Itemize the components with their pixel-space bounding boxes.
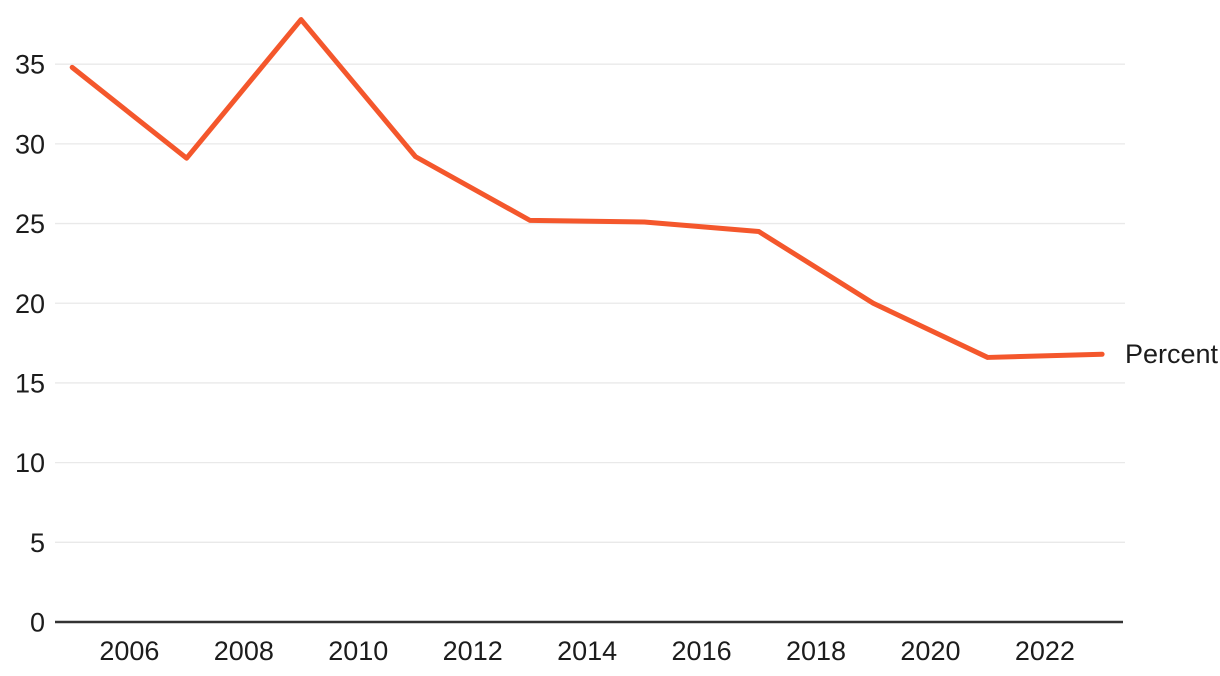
y-tick-label: 25 xyxy=(15,209,45,239)
x-tick-label: 2022 xyxy=(1015,636,1075,666)
y-tick-label: 35 xyxy=(15,50,45,80)
x-tick-label: 2020 xyxy=(900,636,960,666)
y-tick-label: 30 xyxy=(15,129,45,159)
x-tick-label: 2018 xyxy=(786,636,846,666)
x-tick-label: 2008 xyxy=(214,636,274,666)
y-tick-label: 5 xyxy=(30,528,45,558)
x-tick-label: 2016 xyxy=(672,636,732,666)
y-tick-label: 0 xyxy=(30,608,45,638)
x-tick-label: 2010 xyxy=(328,636,388,666)
data-line-percent xyxy=(69,17,1105,360)
x-tick-label: 2006 xyxy=(99,636,159,666)
y-tick-label: 15 xyxy=(15,368,45,398)
series-label: Percent xyxy=(1125,339,1219,369)
y-tick-label: 10 xyxy=(15,448,45,478)
y-tick-label: 20 xyxy=(15,289,45,319)
x-tick-label: 2012 xyxy=(443,636,503,666)
x-tick-label: 2014 xyxy=(557,636,617,666)
